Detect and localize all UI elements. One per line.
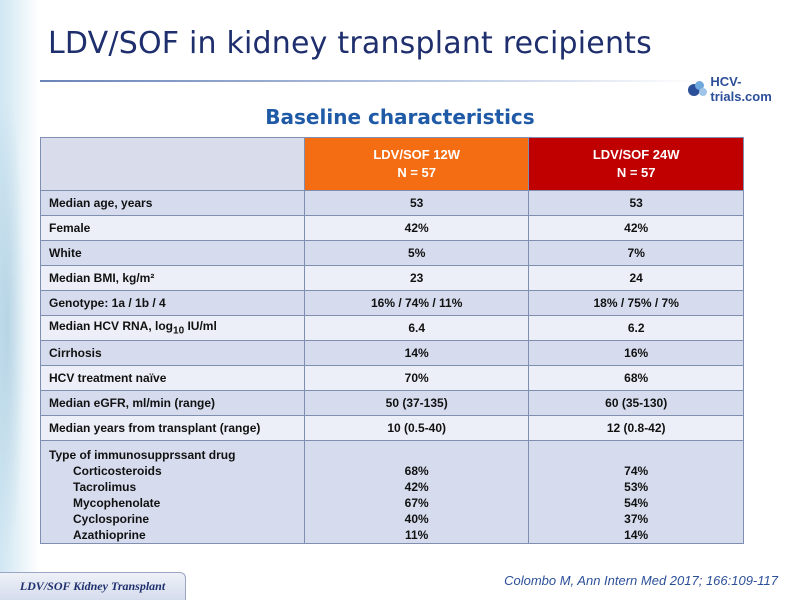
row-label: Median eGFR, ml/min (range) (40, 390, 305, 416)
drug-value-12w: 40% (404, 512, 429, 526)
row-label: Female (40, 215, 305, 241)
value-12w: 42% (303, 215, 530, 241)
value-24w: 60 (35-130) (528, 390, 744, 416)
drug-value-12w: 11% (405, 528, 429, 542)
logo-mark-icon (688, 81, 707, 97)
value-12w: 5% (303, 240, 530, 266)
table-row: White 5% 7% (40, 240, 744, 266)
table-row: Median eGFR, ml/min (range) 50 (37-135) … (40, 390, 744, 416)
drug-value-24w: 14% (624, 528, 649, 542)
value-12w: 70% (303, 365, 530, 391)
drug-name: Cyclosporine (73, 512, 150, 526)
row-label: Median BMI, kg/m² (40, 265, 305, 291)
value-12w: 50 (37-135) (303, 390, 530, 416)
immunosuppressant-labels: Type of immunosupprssant drug Corticoste… (40, 440, 305, 544)
header-ldv-sof-12w: LDV/SOF 12W N = 57 (303, 137, 530, 191)
drug-value-12w: 68% (404, 464, 429, 478)
citation: Colombo M, Ann Intern Med 2017; 166:109-… (504, 573, 778, 588)
drug-name: Mycophenolate (73, 496, 161, 510)
drug-value-12w: 42% (404, 480, 429, 494)
immunosuppressant-row: Type of immunosupprssant drug Corticoste… (40, 440, 744, 544)
row-label: HCV treatment naïve (40, 365, 305, 391)
logo-text: HCV-trials.com (710, 74, 772, 104)
row-label: Genotype: 1a / 1b / 4 (40, 290, 305, 316)
value-24w: 12 (0.8-42) (528, 415, 744, 441)
immunosuppressant-heading: Type of immunosupprssant drug (49, 448, 236, 462)
row-label-subscript: 10 (173, 325, 185, 337)
row-label: Cirrhosis (40, 340, 305, 366)
value-12w: 10 (0.5-40) (303, 415, 530, 441)
drug-value-12w: 67% (404, 496, 429, 510)
drug-name: Corticosteroids (73, 464, 162, 478)
header-24w-n: N = 57 (616, 165, 656, 180)
drug-name: Azathioprine (73, 528, 146, 542)
value-24w: 6.2 (528, 315, 744, 341)
row-label-unit: IU/ml (184, 319, 217, 334)
table-row: Median HCV RNA, log10 IU/ml 6.4 6.2 (40, 315, 744, 341)
table-row: Genotype: 1a / 1b / 4 16% / 74% / 11% 18… (40, 290, 744, 316)
drug-value-24w: 53% (624, 480, 649, 494)
row-label: White (40, 240, 305, 266)
value-24w: 68% (528, 365, 744, 391)
immunosuppressant-values-12w: 68% 42% 67% 40% 11% (303, 440, 530, 544)
table-row: Female 42% 42% (40, 215, 744, 241)
header-blank-cell (40, 137, 305, 191)
value-12w: 14% (303, 340, 530, 366)
value-12w: 16% / 74% / 11% (303, 290, 530, 316)
value-12w: 53 (303, 190, 530, 216)
table-row: Cirrhosis 14% 16% (40, 340, 744, 366)
row-label: Median HCV RNA, log10 IU/ml (40, 315, 305, 341)
left-decoration (0, 0, 40, 600)
header-12w-arm: LDV/SOF 12W (373, 147, 461, 162)
slide-title: LDV/SOF in kidney transplant recipients (48, 26, 652, 61)
table-row: HCV treatment naïve 70% 68% (40, 365, 744, 391)
footer-tab: LDV/SOF Kidney Transplant (0, 572, 186, 600)
drug-value-24w: 37% (624, 512, 649, 526)
table-header-row: LDV/SOF 12W N = 57 LDV/SOF 24W N = 57 (40, 137, 744, 191)
row-label-main: Median HCV RNA, log (49, 319, 174, 334)
table-row: Median BMI, kg/m² 23 24 (40, 265, 744, 291)
table-row: Median age, years 53 53 (40, 190, 744, 216)
value-12w: 23 (303, 265, 530, 291)
table-row: Median years from transplant (range) 10 … (40, 415, 744, 441)
header-ldv-sof-24w: LDV/SOF 24W N = 57 (528, 137, 744, 191)
value-24w: 7% (528, 240, 744, 266)
value-24w: 18% / 75% / 7% (528, 290, 744, 316)
row-label: Median age, years (40, 190, 305, 216)
value-24w: 42% (528, 215, 744, 241)
baseline-characteristics-table: LDV/SOF 12W N = 57 LDV/SOF 24W N = 57 Me… (40, 137, 744, 544)
value-24w: 16% (528, 340, 744, 366)
hcv-trials-logo: HCV-trials.com (688, 74, 800, 104)
row-label: Median years from transplant (range) (40, 415, 305, 441)
slide-subtitle: Baseline characteristics (265, 105, 535, 129)
drug-value-24w: 74% (624, 464, 649, 478)
drug-name: Tacrolimus (73, 480, 137, 494)
value-12w: 6.4 (303, 315, 530, 341)
value-24w: 24 (528, 265, 744, 291)
title-underline (40, 80, 700, 82)
header-24w-arm: LDV/SOF 24W (592, 147, 680, 162)
drug-value-24w: 54% (624, 496, 649, 510)
immunosuppressant-values-24w: 74% 53% 54% 37% 14% (528, 440, 744, 544)
footer-label: LDV/SOF Kidney Transplant (19, 579, 166, 593)
header-12w-n: N = 57 (397, 165, 437, 180)
value-24w: 53 (528, 190, 744, 216)
